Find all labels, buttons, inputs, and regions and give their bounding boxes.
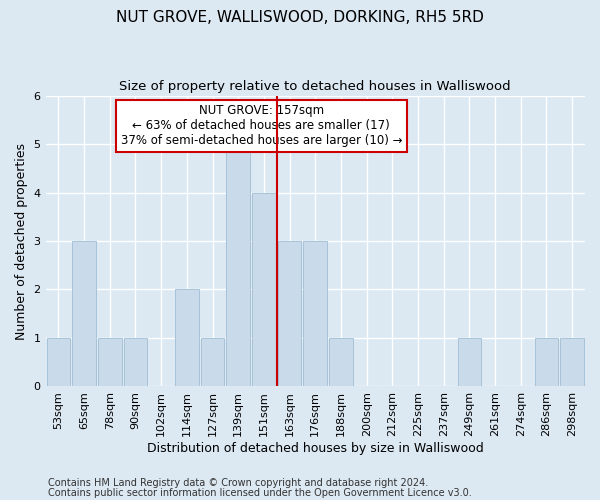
Bar [329,338,353,386]
Bar [47,338,70,386]
Bar [560,338,584,386]
X-axis label: Distribution of detached houses by size in Walliswood: Distribution of detached houses by size … [147,442,484,455]
Title: Size of property relative to detached houses in Walliswood: Size of property relative to detached ho… [119,80,511,93]
Bar [175,290,199,386]
Text: Contains HM Land Registry data © Crown copyright and database right 2024.: Contains HM Land Registry data © Crown c… [48,478,428,488]
Bar [226,144,250,386]
Bar [252,192,276,386]
Bar [458,338,481,386]
Text: NUT GROVE: 157sqm
← 63% of detached houses are smaller (17)
37% of semi-detached: NUT GROVE: 157sqm ← 63% of detached hous… [121,104,402,148]
Bar [124,338,147,386]
Bar [201,338,224,386]
Y-axis label: Number of detached properties: Number of detached properties [15,142,28,340]
Text: NUT GROVE, WALLISWOOD, DORKING, RH5 5RD: NUT GROVE, WALLISWOOD, DORKING, RH5 5RD [116,10,484,25]
Bar [535,338,558,386]
Bar [304,241,327,386]
Bar [98,338,122,386]
Bar [278,241,301,386]
Bar [72,241,96,386]
Text: Contains public sector information licensed under the Open Government Licence v3: Contains public sector information licen… [48,488,472,498]
